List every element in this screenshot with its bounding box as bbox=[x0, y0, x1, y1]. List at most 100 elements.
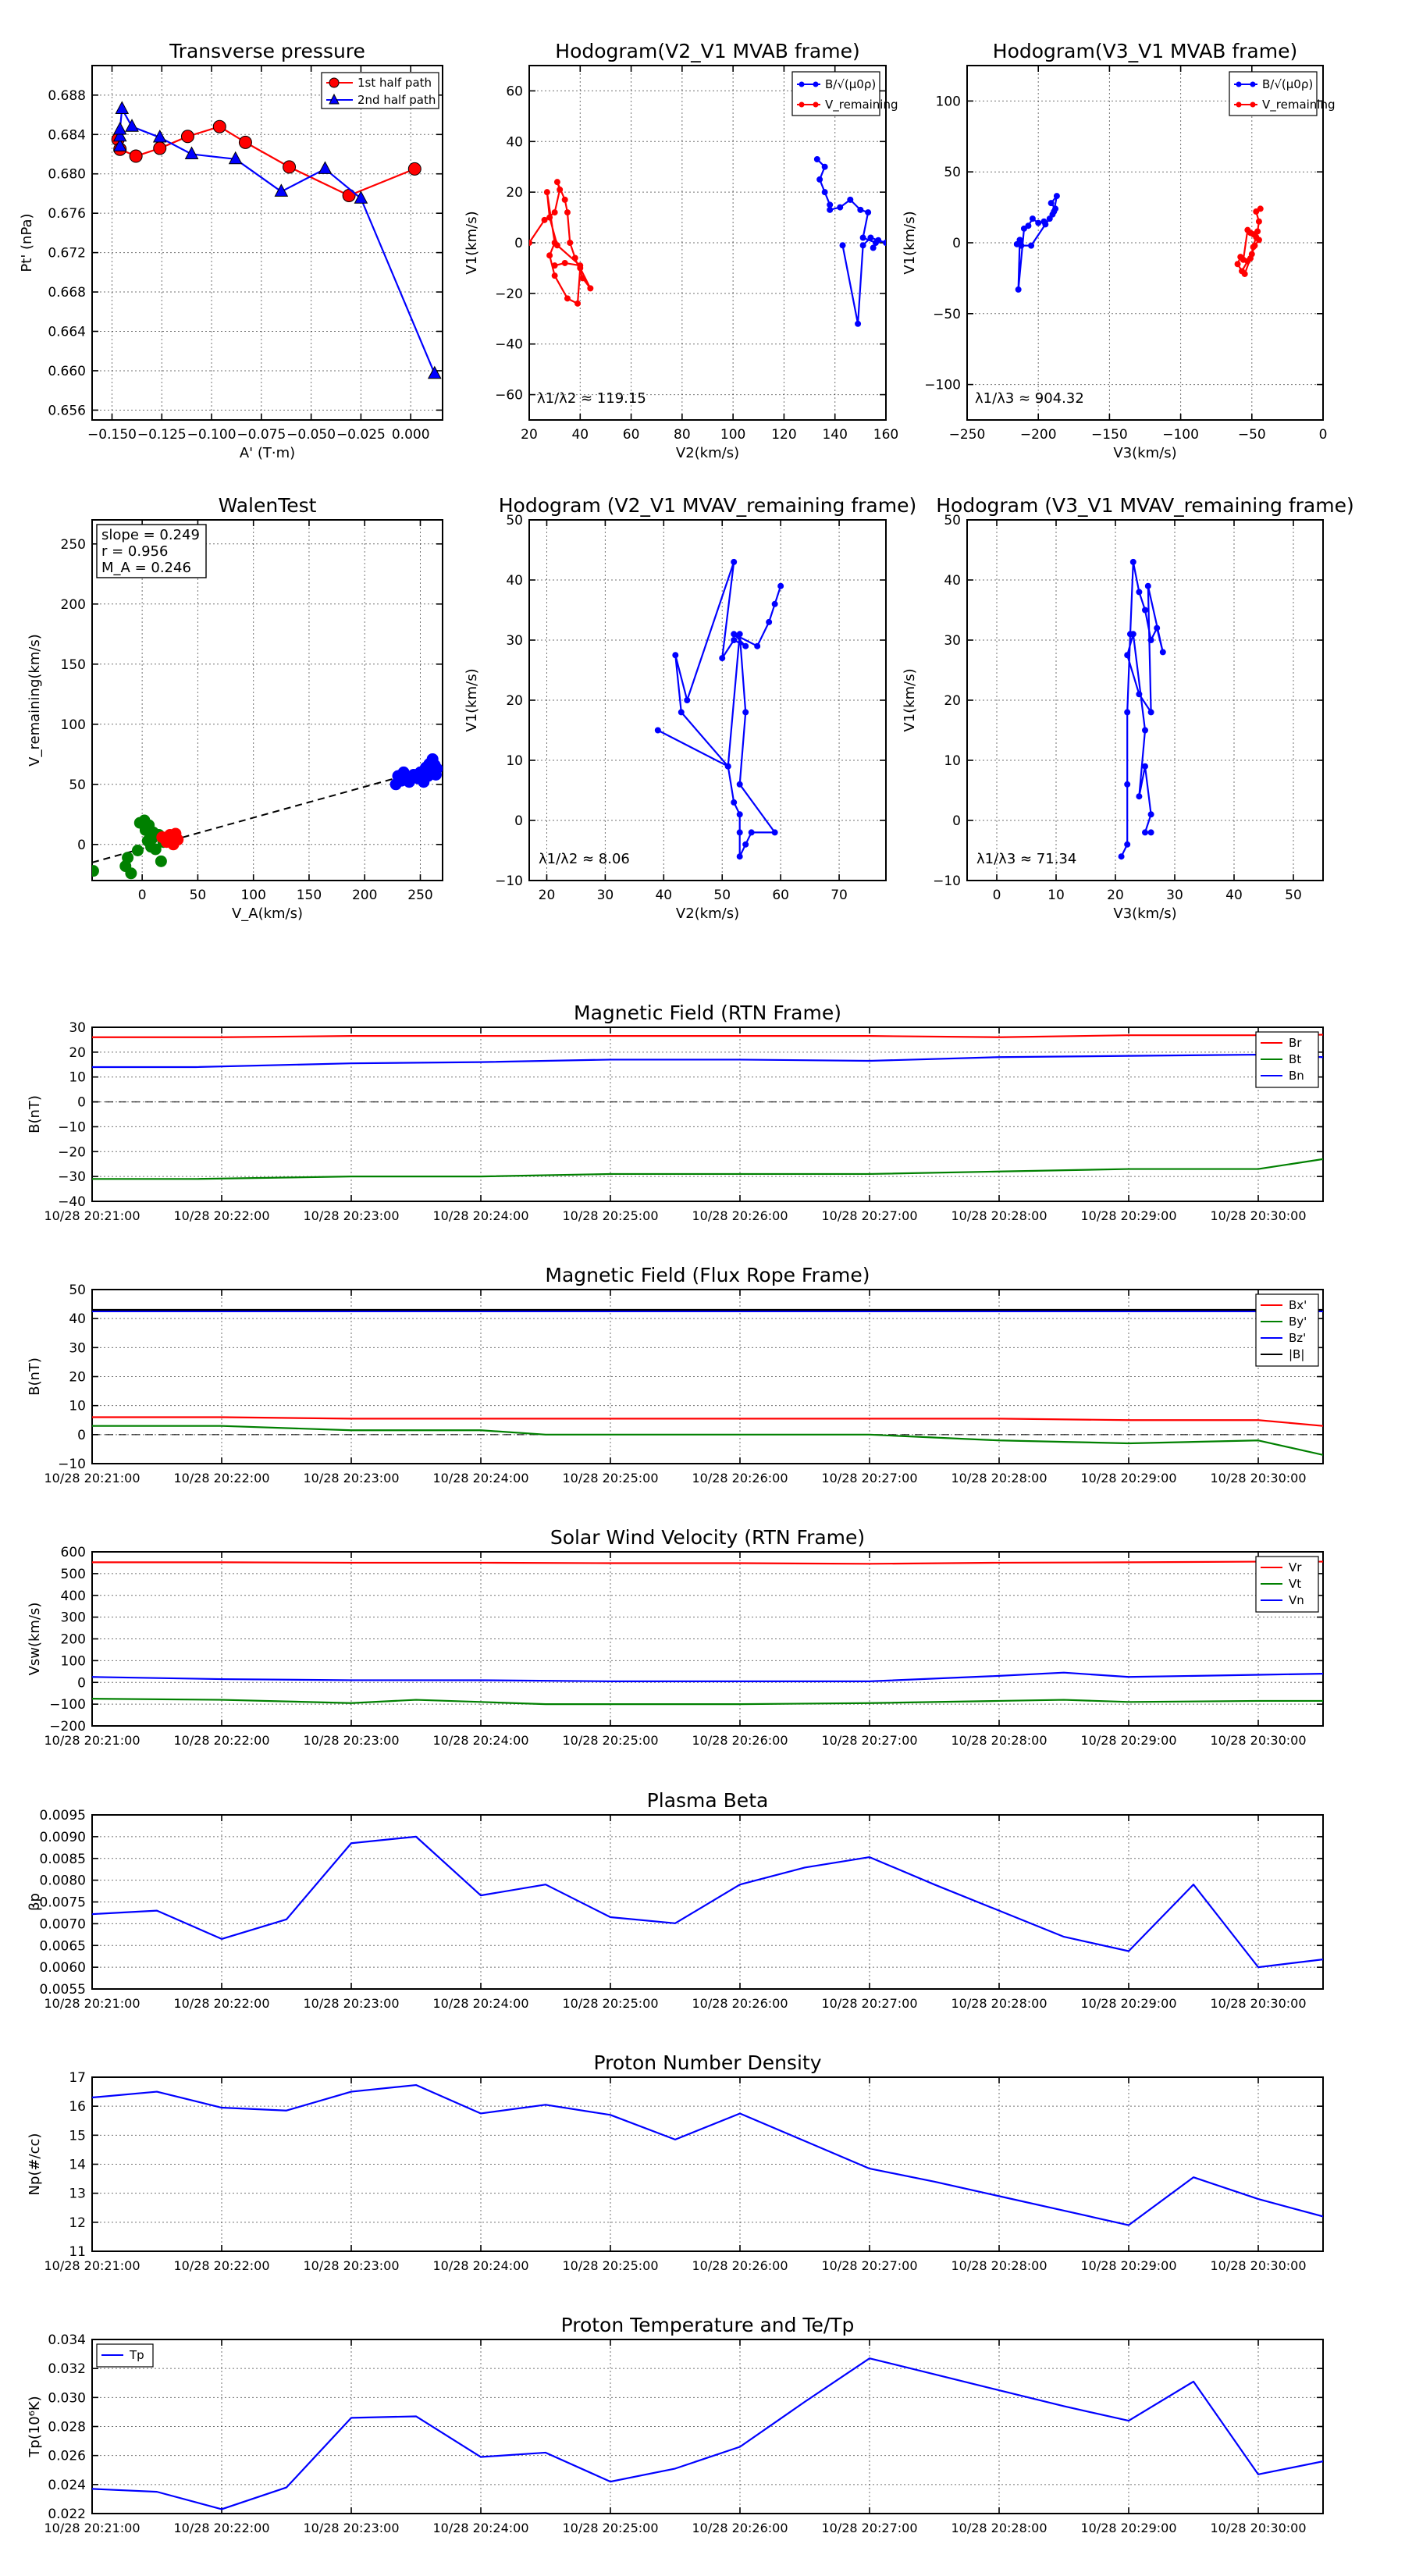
legend-box bbox=[1229, 71, 1318, 116]
data-point bbox=[1025, 222, 1032, 229]
data-point bbox=[771, 829, 778, 836]
y-tick-label: −20 bbox=[58, 1144, 86, 1160]
x-tick-label: 10/28 20:23:00 bbox=[303, 2258, 399, 2273]
y-tick-label: 0 bbox=[514, 236, 523, 251]
y-tick-label: 0.032 bbox=[48, 2361, 86, 2377]
data-point bbox=[742, 841, 749, 848]
data-point bbox=[407, 162, 422, 176]
data-point bbox=[129, 149, 143, 163]
legend-marker bbox=[329, 93, 340, 105]
legend-marker bbox=[813, 81, 819, 87]
x-tick-label: 50 bbox=[190, 888, 207, 903]
x-tick-label: −200 bbox=[1020, 427, 1057, 443]
chart-wt: 0 50 100 150 200 250 0 50 100 150 200 250 WalenTest V… bbox=[27, 494, 443, 922]
series-line bbox=[92, 2083, 1323, 2226]
x-tick-label: 10/28 20:30:00 bbox=[1210, 2521, 1306, 2535]
legend-marker bbox=[1236, 101, 1242, 108]
series-h2-0 bbox=[1013, 193, 1060, 293]
y-tick-label: 10 bbox=[506, 753, 523, 769]
x-tick-label: 10/28 20:21:00 bbox=[44, 1996, 140, 2011]
data-point bbox=[1020, 225, 1027, 232]
data-point bbox=[564, 295, 571, 302]
y-tick-label: 0.022 bbox=[48, 2507, 86, 2522]
x-tick-label: 10/28 20:29:00 bbox=[1080, 2258, 1176, 2273]
legend-label: 1st half path bbox=[357, 76, 432, 90]
chart-title: Solar Wind Velocity (RTN Frame) bbox=[550, 1526, 865, 1549]
x-tick-label: 70 bbox=[831, 888, 848, 903]
legend-marker bbox=[329, 77, 340, 88]
y-tick-label: 200 bbox=[61, 597, 86, 613]
series-mag_rtn-0 bbox=[92, 1034, 1323, 1038]
data-point bbox=[847, 196, 854, 203]
y-axis-label: V1(km/s) bbox=[464, 211, 480, 274]
y-tick-label: 0 bbox=[77, 838, 86, 853]
data-point bbox=[859, 234, 866, 241]
chart-tp: −0.150 −0.125 −0.100 −0.075 −0.050 −0.025 0.00… bbox=[19, 40, 443, 461]
data-point bbox=[813, 155, 820, 162]
data-point bbox=[1118, 853, 1125, 860]
y-tick-label: 40 bbox=[506, 573, 523, 589]
y-tick-label: 0.034 bbox=[48, 2332, 86, 2348]
chart-mag_fr: 10/28 20:21:00 10/28 20:22:00 10/28 20:23:… bbox=[27, 1264, 1324, 1485]
data-point bbox=[821, 163, 828, 170]
data-point bbox=[1244, 226, 1251, 233]
legend: 1st half path 2nd half path bbox=[321, 72, 439, 109]
fit-line bbox=[91, 764, 443, 863]
x-tick-label: 10/28 20:25:00 bbox=[562, 1996, 658, 2011]
y-tick-label: 150 bbox=[61, 657, 86, 673]
series-line bbox=[92, 1835, 1323, 1969]
y-tick-label: 14 bbox=[69, 2158, 86, 2173]
x-tick-label: 10/28 20:26:00 bbox=[692, 1733, 788, 1748]
data-point bbox=[115, 101, 130, 114]
data-point bbox=[1129, 558, 1136, 565]
y-tick-label: 0 bbox=[952, 813, 961, 829]
data-point bbox=[736, 631, 743, 638]
series-tp_temp-0 bbox=[92, 2357, 1323, 2510]
y-tick-label: 40 bbox=[944, 573, 961, 589]
y-tick-label: −60 bbox=[495, 388, 523, 404]
legend-box bbox=[791, 71, 880, 116]
data-point bbox=[354, 190, 368, 204]
x-tick-label: −100 bbox=[1162, 427, 1199, 443]
x-tick-label: 100 bbox=[240, 888, 265, 903]
y-tick-label: 0.660 bbox=[48, 364, 86, 379]
data-point bbox=[748, 829, 755, 836]
data-point bbox=[736, 781, 743, 788]
chart-np: 10/28 20:21:00 10/28 20:22:00 10/28 20:23:… bbox=[27, 2051, 1324, 2273]
data-point bbox=[579, 275, 586, 282]
y-tick-label: 50 bbox=[944, 513, 961, 528]
data-point bbox=[1124, 841, 1131, 848]
data-point bbox=[1253, 208, 1260, 215]
data-point bbox=[1035, 219, 1042, 226]
y-tick-label: −30 bbox=[58, 1169, 86, 1185]
data-point bbox=[766, 618, 773, 625]
x-tick-label: 60 bbox=[772, 888, 789, 903]
x-tick-label: 10/28 20:22:00 bbox=[173, 2258, 269, 2273]
series-h1-1 bbox=[529, 179, 594, 307]
eigenvalue-ratio: λ1/λ3 ≈ 904.32 bbox=[975, 390, 1084, 407]
x-tick-label: 40 bbox=[655, 888, 672, 903]
x-tick-label: 0 bbox=[1319, 427, 1328, 443]
y-tick-label: 0 bbox=[952, 236, 961, 251]
x-tick-label: 10/28 20:24:00 bbox=[432, 2521, 528, 2535]
data-point bbox=[1051, 208, 1058, 215]
x-tick-label: 10/28 20:30:00 bbox=[1210, 1733, 1306, 1748]
data-point bbox=[1147, 811, 1154, 818]
legend-marker bbox=[799, 81, 805, 87]
series-line bbox=[92, 1560, 1323, 1565]
x-tick-label: 10/28 20:29:00 bbox=[1080, 1471, 1176, 1485]
data-point bbox=[1028, 242, 1035, 249]
series-line bbox=[92, 1416, 1323, 1427]
y-tick-label: 11 bbox=[69, 2244, 86, 2260]
data-point bbox=[112, 138, 127, 151]
data-point bbox=[274, 183, 289, 197]
x-tick-label: 10/28 20:25:00 bbox=[562, 1733, 658, 1748]
plot-frame bbox=[91, 1814, 1324, 1990]
x-tick-label: 10/28 20:24:00 bbox=[432, 1733, 528, 1748]
x-tick-label: 40 bbox=[1225, 888, 1243, 903]
y-tick-label: 20 bbox=[69, 1370, 86, 1386]
data-point bbox=[131, 845, 144, 856]
data-point bbox=[867, 234, 874, 241]
x-tick-label: 10/28 20:25:00 bbox=[562, 2258, 658, 2273]
data-point bbox=[553, 179, 560, 186]
